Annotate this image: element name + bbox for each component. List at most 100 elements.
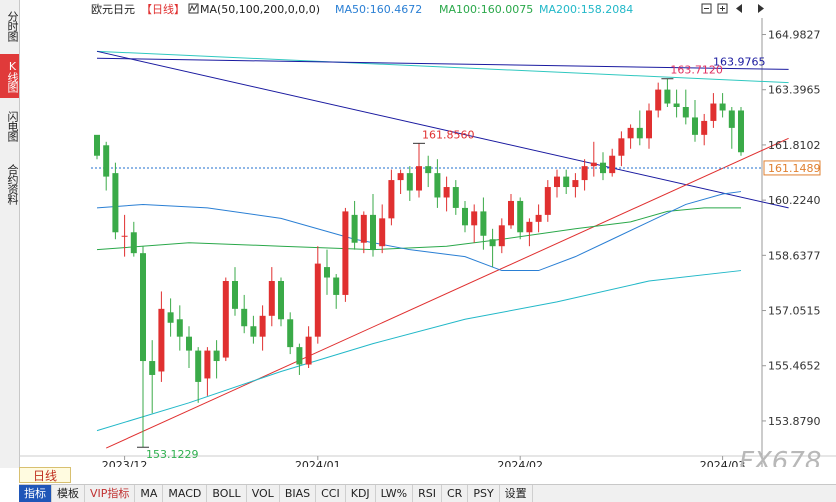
candle-body — [600, 162, 606, 174]
tab-settings[interactable]: 设置 — [500, 485, 533, 502]
candle-body — [462, 207, 468, 226]
candles — [94, 78, 744, 448]
x-tick-label: 2024/01 — [295, 459, 341, 467]
tab-time-share[interactable]: 分时图 — [6, 11, 19, 41]
candle-body — [406, 173, 413, 191]
tab-rsi[interactable]: RSI — [413, 485, 442, 502]
header-legend: 欧元日元 【日线】 MA(50,100,200,0,0,0) MA50:160.… — [91, 2, 633, 16]
candle-body — [701, 120, 708, 135]
tab-bias[interactable]: BIAS — [280, 485, 317, 502]
candle-body — [213, 350, 220, 362]
zoom-in-icon[interactable] — [717, 3, 728, 14]
ma-toggle-icon[interactable] — [188, 3, 199, 14]
candle-body — [305, 336, 312, 365]
zoom-out-icon[interactable] — [701, 3, 712, 14]
candle-body — [609, 155, 616, 174]
tab-psy[interactable]: PSY — [468, 485, 500, 502]
candle-body — [572, 180, 579, 188]
candle-body — [112, 173, 119, 233]
tab-vip-indicators[interactable]: VIP指标 — [85, 485, 136, 502]
candle-body — [544, 187, 551, 215]
candle-body — [333, 277, 340, 295]
candle-body — [627, 127, 634, 139]
candle-body — [416, 166, 422, 191]
candle-body — [149, 361, 156, 375]
period-selector[interactable]: 日线 — [19, 467, 71, 483]
tab-kdj[interactable]: KDJ — [346, 485, 376, 502]
candle-body — [434, 173, 441, 198]
extreme-label: 161.8560 — [422, 128, 475, 141]
tab-macd[interactable]: MACD — [163, 485, 208, 502]
ma100-line — [96, 207, 741, 251]
tab-kline[interactable]: K线图 — [0, 54, 19, 98]
tab-ma[interactable]: MA — [135, 485, 164, 502]
period-label: 【日线】 — [141, 2, 185, 16]
tab-flash[interactable]: 闪电图 — [6, 111, 19, 141]
candle-body — [719, 103, 726, 111]
tab-cci[interactable]: CCI — [316, 485, 346, 502]
candle-body — [655, 89, 662, 111]
y-tick-label: 155.4652 — [768, 360, 821, 373]
candle-body — [489, 239, 496, 247]
candle-body — [646, 110, 652, 139]
candle-body — [526, 221, 533, 233]
y-tick-label: 157.0515 — [768, 305, 821, 318]
tab-indicators[interactable]: 指标 — [19, 485, 52, 502]
tab-boll[interactable]: BOLL — [207, 485, 247, 502]
candle-body — [287, 319, 294, 348]
candle-body — [517, 200, 524, 233]
candle-body — [508, 200, 514, 226]
candle-body — [94, 134, 100, 156]
watermark: FX678 — [739, 447, 821, 467]
ma-chart-icon — [189, 4, 198, 12]
tab-templates[interactable]: 模板 — [52, 485, 85, 502]
x-tick-label: 2024/03 — [700, 459, 746, 467]
scroll-left-icon[interactable] — [736, 4, 742, 13]
grid — [19, 18, 836, 467]
tab-contract-info[interactable]: 合约资料 — [6, 164, 19, 204]
candle-body — [425, 166, 432, 174]
candle-body — [710, 103, 717, 121]
candle-body — [167, 312, 174, 323]
x-axis: 2023/12 2024/01 2024/02 2024/03 — [102, 456, 746, 467]
candle-body — [268, 281, 275, 316]
tab-cr[interactable]: CR — [442, 485, 469, 502]
candle-body — [379, 218, 386, 247]
indicator-lines — [91, 50, 789, 449]
ma200-line — [96, 270, 742, 432]
candle-body — [590, 162, 597, 167]
candle-body — [204, 350, 211, 379]
tab-lw[interactable]: LW% — [376, 485, 414, 502]
candle-body — [664, 89, 671, 104]
y-tick-label: 163.3965 — [768, 84, 821, 97]
candle-body — [480, 211, 487, 236]
scroll-right-icon[interactable] — [758, 4, 764, 13]
candle-body — [738, 110, 744, 153]
candle-body — [636, 127, 643, 139]
tab-vol[interactable]: VOL — [247, 485, 280, 502]
current-price-box — [763, 160, 821, 176]
candle-body — [241, 308, 248, 327]
candle-body — [554, 176, 560, 188]
candle-body — [397, 173, 404, 181]
candle-body — [581, 166, 588, 181]
trendline-support — [105, 137, 789, 449]
candle-body — [682, 107, 689, 118]
candle-body — [158, 308, 165, 372]
x-tick-label: 2024/02 — [497, 459, 543, 467]
candle-body — [195, 350, 202, 382]
candle-body — [443, 187, 450, 198]
candle-body — [176, 319, 183, 337]
candle-body — [728, 110, 735, 128]
candle-body — [278, 281, 284, 320]
candle-body — [692, 117, 698, 135]
trendline-resistance — [96, 50, 789, 209]
ma50-value: MA50:160.4672 — [335, 3, 422, 16]
candle-body — [121, 235, 128, 237]
candle-body — [388, 180, 395, 219]
candle-body — [673, 103, 680, 107]
x-tick-label: 2023/12 — [102, 459, 148, 467]
candle-body — [250, 326, 257, 337]
